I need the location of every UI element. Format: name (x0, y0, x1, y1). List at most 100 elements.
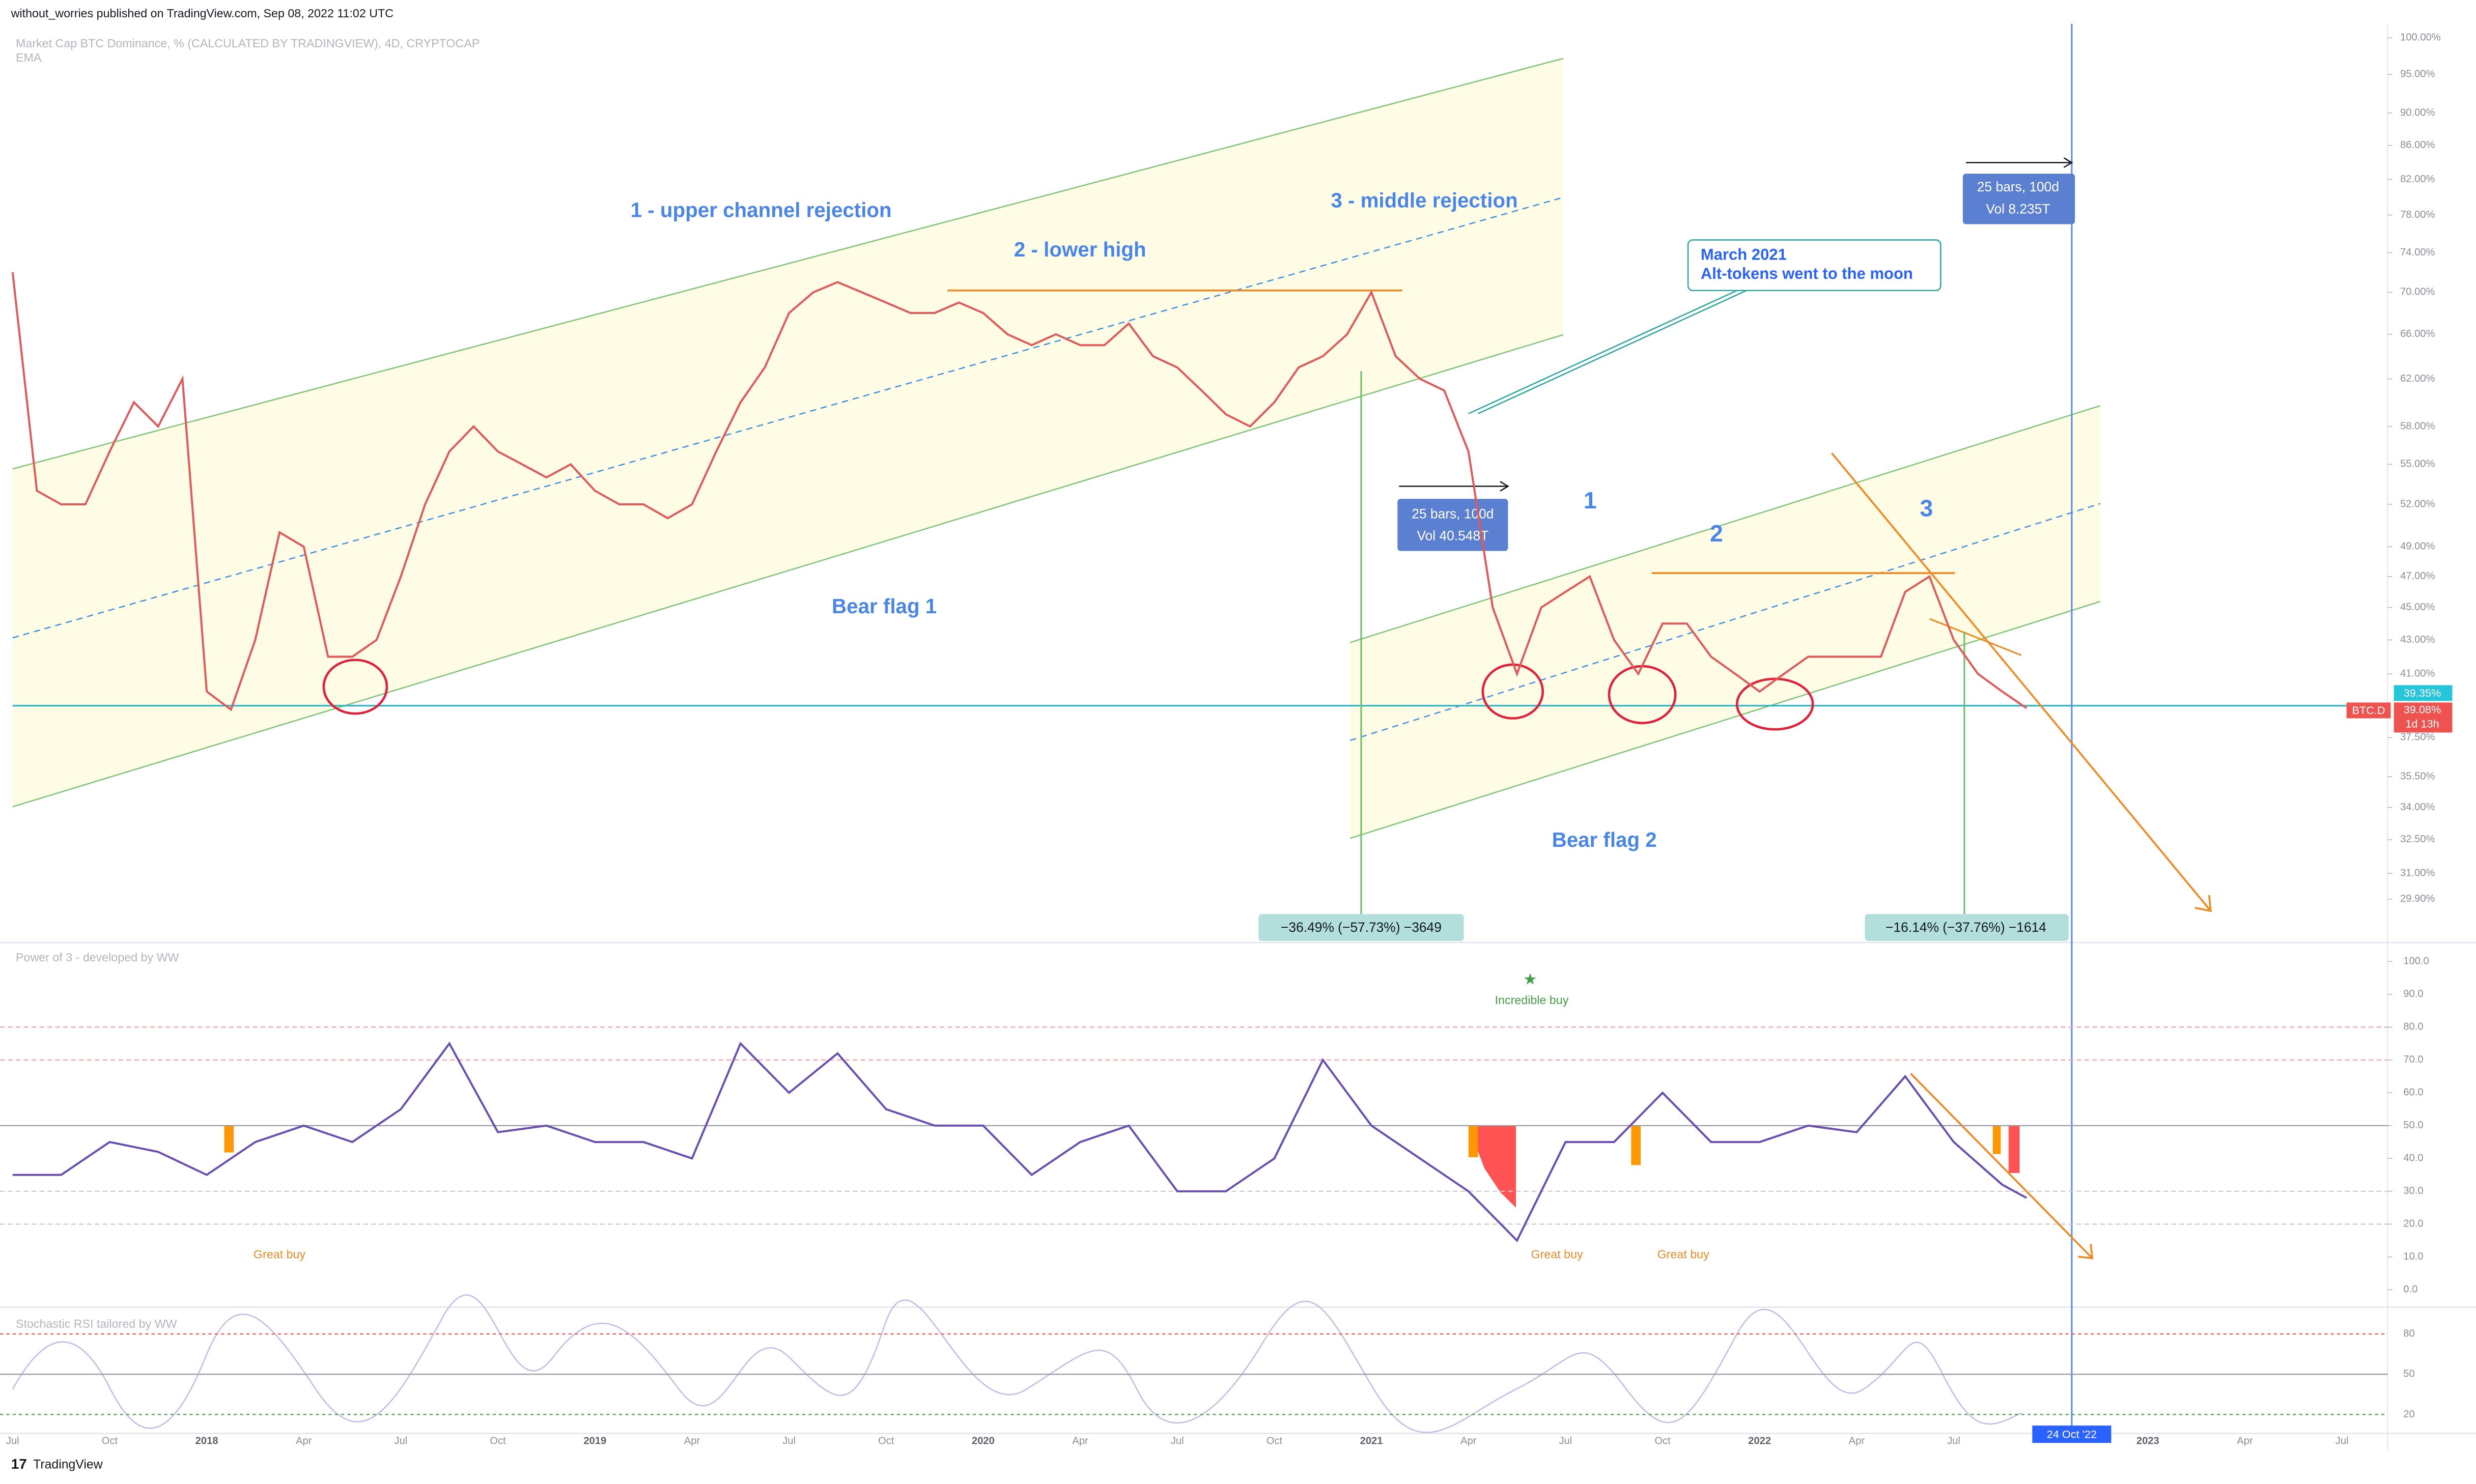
x-tick-label: Oct (490, 1436, 506, 1447)
x-tick-label: Apr (2237, 1436, 2253, 1447)
y-tick-label: 20 (2403, 1409, 2414, 1420)
signal-label: Great buy (1657, 1247, 1709, 1261)
stoch-line (12, 1294, 2022, 1433)
range-label: Vol 8.235T (1986, 202, 2050, 217)
measure-box (1258, 914, 1464, 941)
channel-fill (1350, 406, 2100, 839)
symbol-tag (2346, 702, 2391, 719)
y-tick-label: 10.0 (2403, 1251, 2423, 1262)
x-tick-label: Jul (1171, 1436, 1184, 1447)
y-tick-label: 40.0 (2403, 1153, 2423, 1164)
y-tick-label: 95.00% (2400, 69, 2435, 80)
y-tick-label: 74.00% (2400, 247, 2435, 258)
header: without_worries published on TradingView… (11, 7, 393, 20)
countdown-label: 1d 13h (2405, 718, 2439, 730)
x-tick-label: Apr (1072, 1436, 1088, 1447)
x-tick-label: Oct (1267, 1436, 1283, 1447)
callout-pointer (1468, 290, 1737, 414)
channel-line (1349, 405, 2101, 643)
annotation: 2 (1710, 520, 1723, 547)
channel-line (12, 58, 1564, 470)
y-tick-label: 55.00% (2400, 459, 2435, 470)
y-tick-label: 34.00% (2400, 802, 2435, 813)
callout-text: Alt-tokens went to the moon (1701, 265, 1913, 282)
range-label: 25 bars, 100d (1412, 506, 1494, 521)
range-box (1962, 174, 2075, 224)
signal-bar (224, 1125, 234, 1153)
x-tick-label: Apr (296, 1436, 312, 1447)
y-tick-label: 49.00% (2400, 541, 2435, 552)
annotation: 2 - lower high (1014, 238, 1146, 261)
arrow-head (2063, 157, 2073, 168)
y-tick-label: 45.00% (2400, 602, 2435, 613)
x-tick-label: Oct (1654, 1436, 1671, 1447)
y-tick-label: 62.00% (2400, 373, 2435, 384)
callout-box (1687, 239, 1942, 292)
y-tick-label: 100.0 (2403, 956, 2429, 967)
signal-label: Great buy (254, 1247, 305, 1261)
signal-bar (1992, 1125, 2001, 1154)
y-tick-label: 20.0 (2403, 1218, 2423, 1230)
annotation: Bear flag 2 (1552, 828, 1657, 851)
price-line (11, 272, 2028, 711)
channel-fill (12, 58, 1564, 807)
x-tick-label: Jul (782, 1436, 796, 1447)
measure-label: −36.49% (−57.73%) −3649 (1281, 920, 1442, 935)
study-legend: EMA (16, 51, 42, 64)
x-tick-label: Jul (395, 1436, 408, 1447)
price-tag (2394, 702, 2453, 733)
y-tick-label: 37.50% (2400, 732, 2435, 743)
y-tick-label: 50 (2403, 1368, 2414, 1380)
y-tick-label: 47.00% (2400, 570, 2435, 582)
y-tick-label: 70.0 (2403, 1054, 2423, 1065)
arrow-head (2078, 1244, 2094, 1260)
y-tick-label: 78.00% (2400, 209, 2435, 220)
annotation: 3 - middle rejection (1331, 189, 1517, 212)
trend-line (1929, 618, 2022, 656)
power-line (12, 1041, 2027, 1243)
channel-mid (12, 196, 1564, 639)
y-tick-label: 31.00% (2400, 867, 2435, 878)
y-tick-label: 90.0 (2403, 988, 2423, 1000)
x-tick-label: Jul (2336, 1436, 2349, 1447)
signal-area (1468, 1125, 1516, 1208)
x-tick-label: Jul (1947, 1436, 1960, 1447)
annotation: Bear flag 1 (832, 594, 937, 618)
x-tick-label: Oct (878, 1436, 894, 1447)
trend-arrow (1910, 1073, 2093, 1259)
range-box (1397, 499, 1508, 551)
signal-label: Incredible buy (1495, 993, 1569, 1007)
signal-bar (1468, 1125, 1478, 1157)
y-tick-label: 41.00% (2400, 668, 2435, 679)
circle-marker (1735, 677, 1814, 731)
channel-line (12, 334, 1564, 808)
pane-title: Power of 3 - developed by WW (16, 951, 179, 964)
y-tick-label: 0.0 (2403, 1284, 2417, 1295)
symbol-label: BTC.D (2352, 704, 2385, 717)
callout-title: March 2021 (1701, 246, 1787, 264)
circle-marker (322, 659, 388, 715)
x-tick-label: Apr (1849, 1436, 1865, 1447)
x-tick-label: 2023 (2136, 1436, 2159, 1447)
price-label: 39.08% (2404, 703, 2441, 716)
x-tick-label: Apr (1460, 1436, 1477, 1447)
x-tick-label: 2022 (1748, 1436, 1771, 1447)
annotation: 1 (1584, 487, 1597, 513)
symbol-legend: Market Cap BTC Dominance, % (CALCULATED … (16, 37, 480, 50)
arrow-head (1500, 481, 1509, 492)
range-label: Vol 40.548T (1417, 528, 1489, 544)
annotation: 3 (1920, 495, 1933, 521)
logo-mark: 17 (11, 1456, 27, 1472)
measure-box (1865, 914, 2069, 941)
x-tick-label: 2019 (583, 1436, 606, 1447)
signal-bar (1631, 1125, 1641, 1165)
channel-mid (1349, 503, 2101, 741)
y-tick-label: 86.00% (2400, 139, 2435, 151)
y-tick-label: 52.00% (2400, 498, 2435, 509)
signal-bar (2008, 1125, 2020, 1173)
channel-line (1349, 601, 2101, 839)
y-tick-label: 80.0 (2403, 1021, 2423, 1033)
y-tick-label: 82.00% (2400, 174, 2435, 185)
